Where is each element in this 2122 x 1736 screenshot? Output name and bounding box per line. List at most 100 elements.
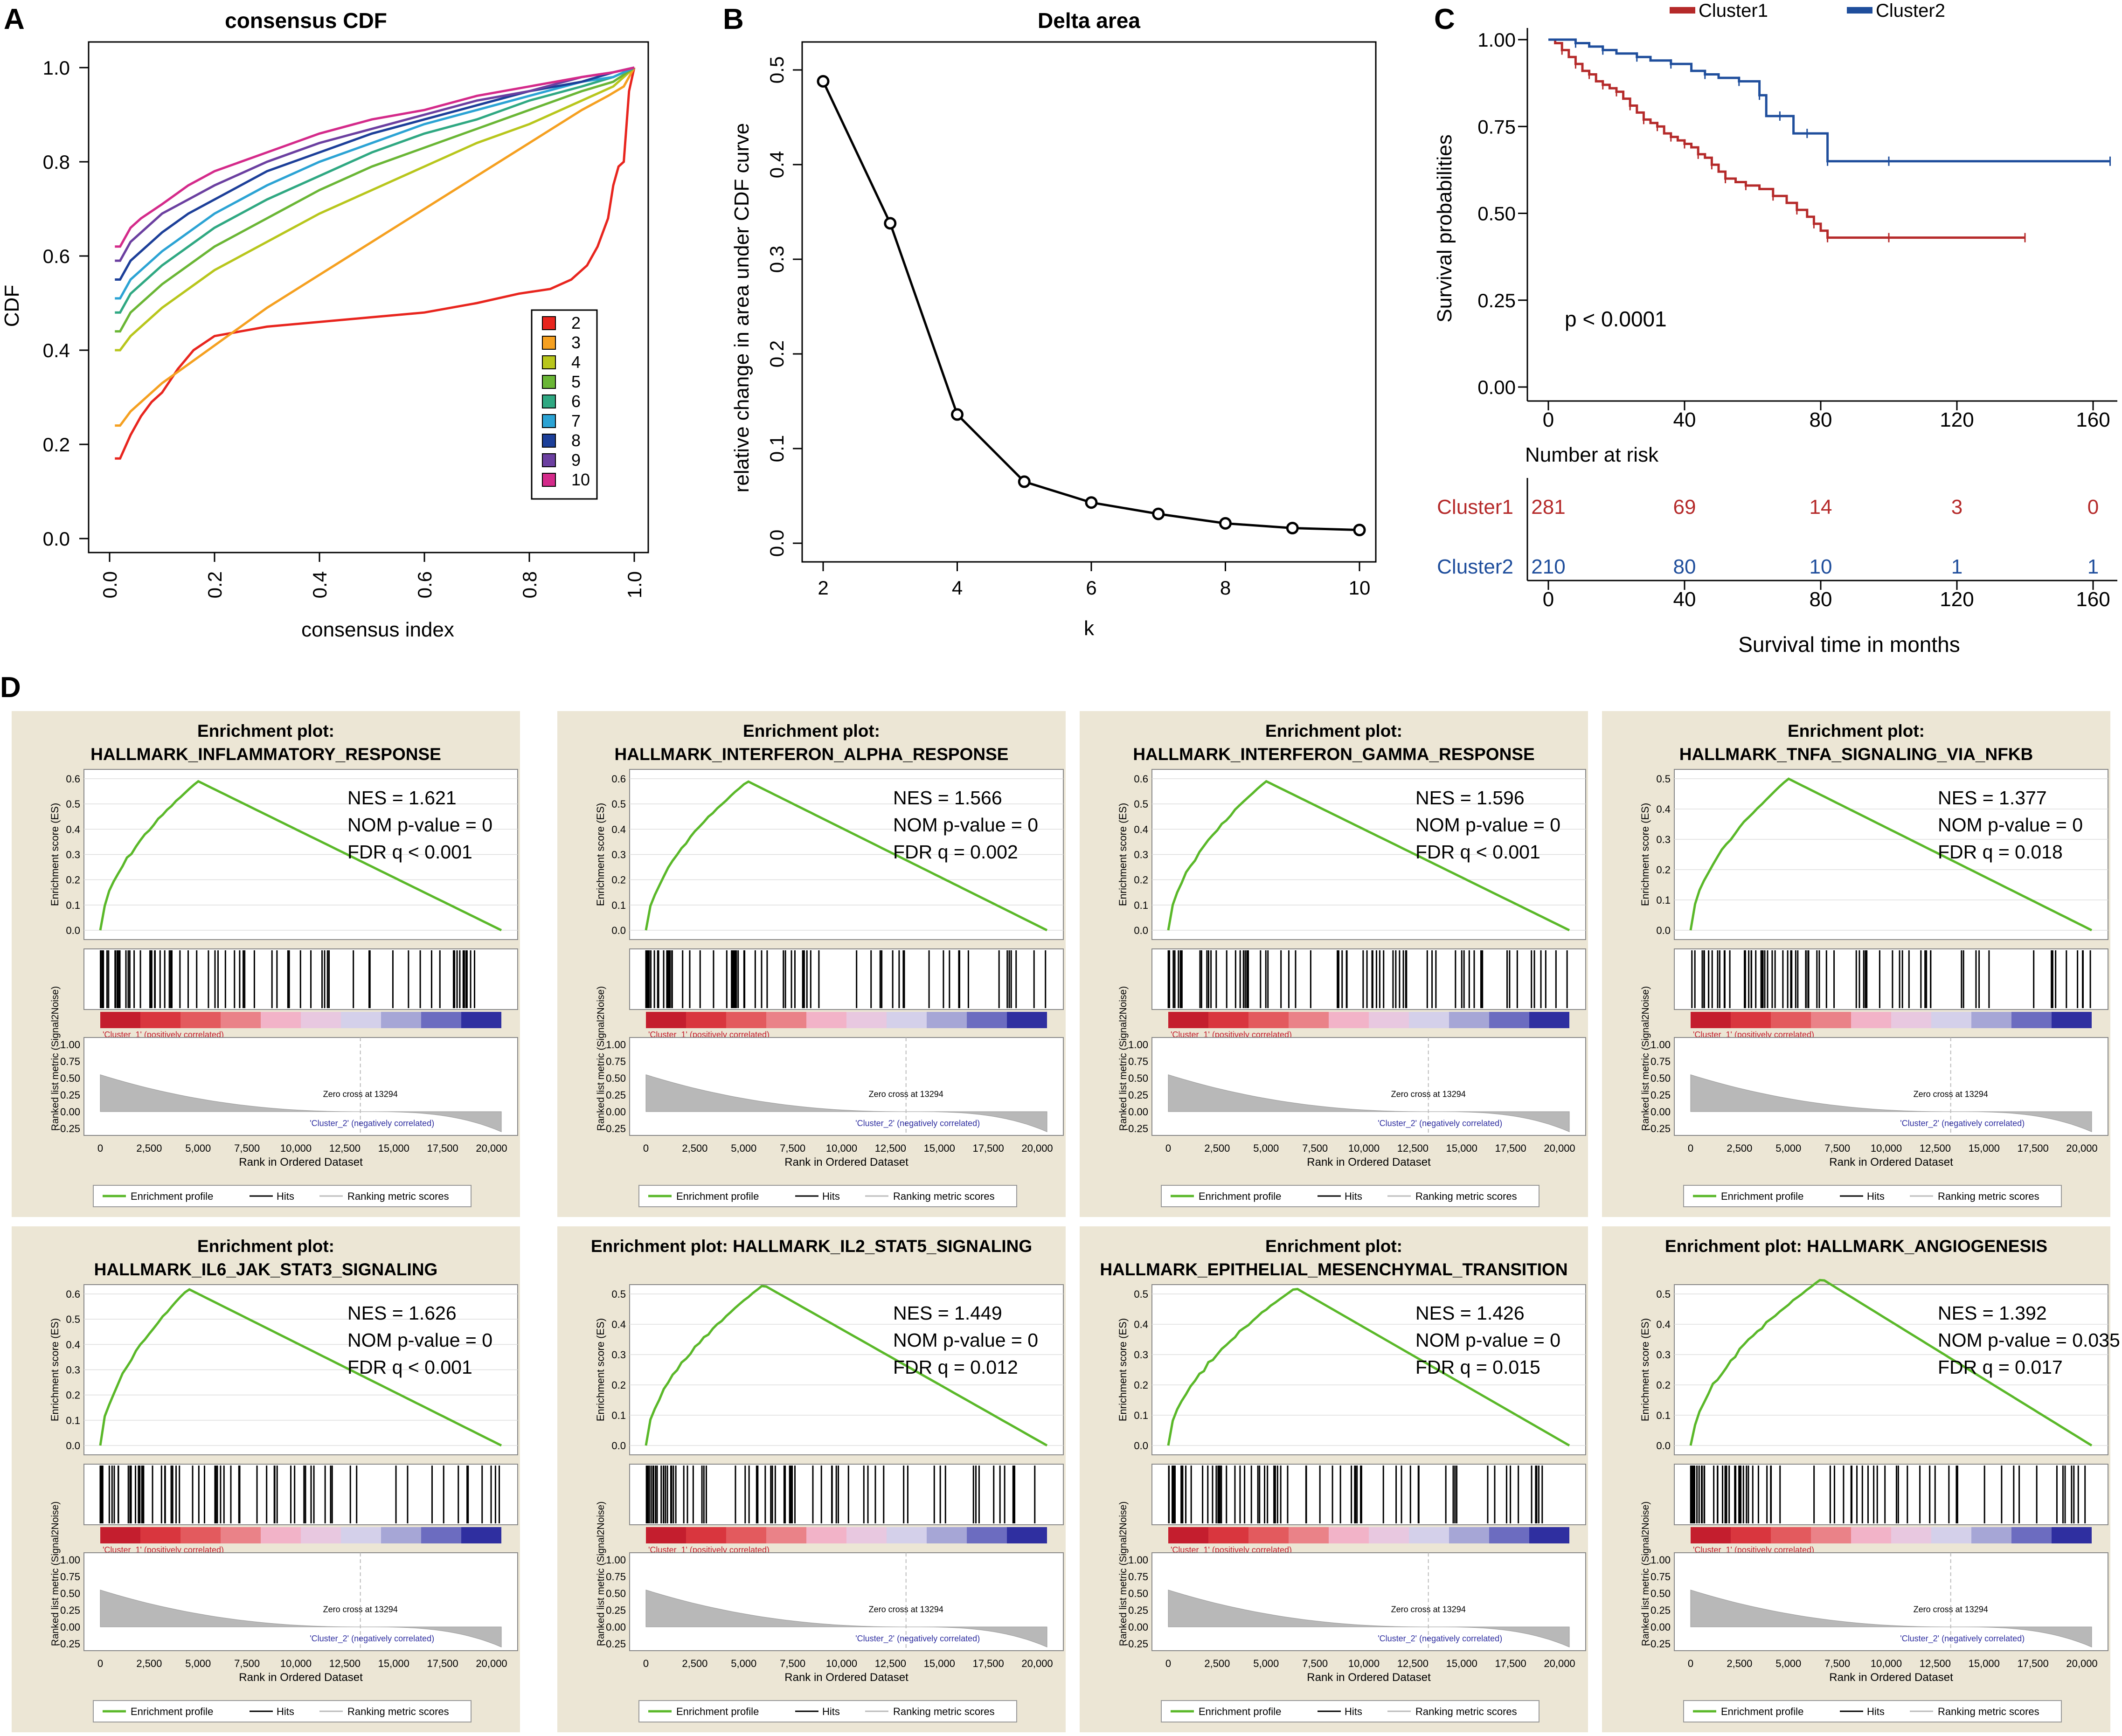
rank-color-bar-segment [2052,1527,2092,1543]
rank-color-bar-segment [301,1012,341,1028]
legend-hits-label: Hits [277,1706,294,1717]
es-ytick-label: 0.6 [1134,773,1148,785]
es-ytick-label: 0.2 [1134,1379,1148,1391]
metric-ytick-label: 0.75 [60,1056,80,1067]
rank-color-bar-segment [1329,1012,1369,1028]
chart-c-xtick-label: 120 [1940,588,1974,611]
chart-a-xtick-label: 1.0 [624,571,645,598]
nom-pvalue: NOM p-value = 0.035 [1938,1329,2120,1351]
gsea-panel-6: Enrichment plot: HALLMARK_IL2_STAT5_SIGN… [557,1226,1066,1732]
rank-color-bar-segment [100,1527,140,1543]
rank-color-bar-segment [646,1012,686,1028]
gsea-panel-2: Enrichment plot: HALLMARK_INTERFERON_ALPH… [557,711,1066,1217]
rank-xtick-label: 5,000 [731,1658,756,1669]
metric-ytick-label: 0.00 [606,1621,626,1633]
rank-xtick-label: 5,000 [1253,1658,1279,1669]
metric-ytick-label: 0.00 [1128,1621,1148,1633]
rank-xtick-label: 10,000 [1871,1142,1902,1154]
gsea-title-line2: HALLMARK_INTERFERON_ALPHA_RESPONSE [615,745,1009,764]
ranking-metric-area [1168,1074,1570,1132]
legend-metric-label: Ranking metric scores [1938,1190,2039,1202]
legend-enrichment-label: Enrichment profile [1721,1190,1803,1202]
gsea-panel-8: Enrichment plot: HALLMARK_ANGIOGENESIS 0.… [1602,1226,2120,1732]
risk-count: 69 [1673,496,1696,519]
rank-color-bar-segment [1771,1527,1811,1543]
metric-plot-area [1151,1037,1586,1136]
es-plot-area [1151,1284,1586,1455]
rank-xtick-label: 2,500 [682,1658,707,1669]
chart-c-ylabel: Survival probabilities [1433,134,1456,323]
metric-ylabel: Ranked list metric (Signal2Noise) [50,986,61,1131]
rank-color-bar-segment [421,1012,461,1028]
gsea-title-line1: Enrichment plot: [743,721,880,740]
rank-color-bar-segment [2052,1012,2092,1028]
delta-area-line [822,81,1360,532]
chart-c-xlabel: Survival time in months [1738,632,1960,657]
rank-xtick-label: 15,000 [378,1658,409,1669]
metric-ytick-label: 1.00 [1128,1039,1148,1051]
nes-value: NES = 1.566 [893,787,1002,809]
risk-count: 14 [1810,496,1832,519]
chart-c-xtick-label: 80 [1810,408,1832,431]
gsea-panel-4: Enrichment plot: HALLMARK_TNFA_SIGNALING_… [1602,711,2110,1217]
rank-color-bar-segment [766,1012,806,1028]
es-ytick-label: 0.1 [1134,899,1148,911]
rank-xtick-label: 10,000 [280,1142,312,1154]
es-plot-area [629,1284,1064,1455]
metric-ytick-label: 0.50 [1128,1588,1148,1599]
rank-color-bar-segment [301,1527,341,1543]
rank-xtick-label: 10,000 [826,1658,857,1669]
es-ytick-label: 0.0 [1656,925,1671,936]
chart-b-series [817,75,1366,537]
metric-ytick-label: 0.50 [606,1588,626,1599]
nom-pvalue: NOM p-value = 0 [893,1329,1038,1351]
nes-value: NES = 1.596 [1415,787,1525,809]
enrichment-profile-line [1689,777,2093,932]
metric-ytick-label: 0.00 [1128,1106,1148,1118]
nes-value: NES = 1.426 [1415,1302,1525,1324]
legend-metric-label: Ranking metric scores [893,1706,995,1717]
rank-color-bar-segment [221,1012,261,1028]
metric-ytick-label: 0.50 [1650,1588,1671,1599]
delta-area-point [1286,522,1299,535]
es-ytick-label: 0.3 [1134,1349,1148,1361]
rank-xtick-label: 20,000 [1021,1142,1053,1154]
rank-xtick-label: 17,500 [427,1142,458,1154]
metric-plot-area [629,1037,1064,1136]
metric-ytick-label: 0.00 [1650,1621,1671,1633]
legend-label-k9: 9 [571,450,581,470]
rank-xtick-label: 10,000 [1871,1658,1902,1669]
zero-cross-label: Zero cross at 13294 [1914,1089,1988,1099]
es-ytick-label: 0.2 [611,874,626,886]
rank-xtick-label: 7,500 [780,1142,805,1154]
rank-color-bar-segment [140,1012,180,1028]
metric-ytick-label: -0.25 [603,1123,626,1134]
es-ytick-label: 0.6 [66,773,80,785]
metric-ytick-label: 1.00 [1650,1554,1671,1566]
rank-xtick-label: 15,000 [924,1142,955,1154]
zero-cross-label: Zero cross at 13294 [869,1089,943,1099]
rank-color-bar-segment [180,1012,221,1028]
es-ytick-label: 0.5 [1134,798,1148,810]
rank-color-bar-segment [341,1527,381,1543]
rank-color-bar-segment [1248,1527,1289,1543]
rank-color-bar-segment [1931,1527,1971,1543]
rank-xtick-label: 10,000 [280,1658,312,1669]
legend-hits-label: Hits [822,1190,840,1202]
gsea-title-line1: Enrichment plot: HALLMARK_IL2_STAT5_SIGN… [591,1237,1032,1256]
enrichment-profile-line [1689,1279,2093,1447]
rank-xtick-label: 15,000 [1446,1142,1477,1154]
chart-c-ytick-label: 0.25 [1477,290,1516,311]
es-ylabel: Enrichment score (ES) [1117,1318,1129,1421]
chart-b-xtick-label: 2 [818,577,828,599]
rank-xtick-label: 12,500 [329,1142,361,1154]
chart-c-xtick-label: 160 [2076,588,2110,611]
legend-metric-label: Ranking metric scores [1938,1706,2039,1717]
legend-label-k10: 10 [571,470,590,489]
rank-xlabel: Rank in Ordered Dataset [1307,1671,1431,1684]
es-ytick-label: 0.3 [66,1364,80,1376]
metric-ylabel: Ranked list metric (Signal2Noise) [1118,986,1129,1131]
neg-correlation-label: 'Cluster_2' (negatively correlated) [310,1634,434,1644]
rank-xtick-label: 20,000 [476,1142,507,1154]
rank-xtick-label: 2,500 [1727,1658,1752,1669]
